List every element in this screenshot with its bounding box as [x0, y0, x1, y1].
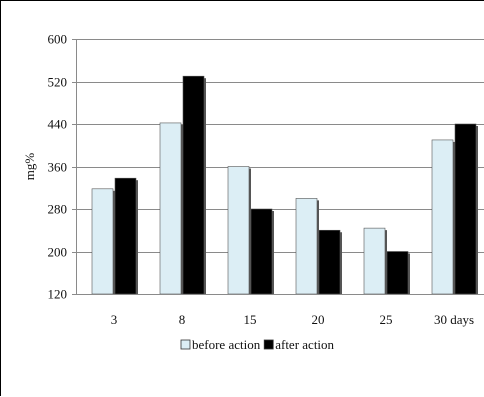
gridlines	[76, 39, 484, 295]
y-axis-title: mg%	[22, 153, 37, 181]
y-tick-label: 200	[48, 245, 68, 260]
legend-swatch-before-action	[180, 339, 191, 350]
legend-label-before-action: before action	[192, 337, 261, 352]
y-tick-label: 360	[48, 160, 68, 175]
bar-after-action-3	[114, 177, 137, 295]
x-tick-label: 15	[244, 312, 257, 327]
bar-before-action-30-days	[431, 139, 454, 295]
bar-before-action-20	[295, 198, 318, 295]
bar-before-action-3	[91, 188, 114, 295]
axis-labels: 120 200 280 360 440 520 600 mg% 3 8 15 20 25 30 days	[22, 32, 474, 328]
legend: before action after action	[180, 337, 335, 352]
bar-after-action-25	[386, 251, 409, 295]
x-tick-label: 8	[179, 312, 186, 327]
x-tick-label: 30 days	[434, 312, 474, 327]
y-tick-label: 600	[48, 32, 68, 47]
bar-after-action-15	[250, 208, 273, 295]
y-tick-label: 520	[48, 75, 68, 90]
x-tick-label: 25	[380, 312, 393, 327]
x-tick-label: 20	[312, 312, 325, 327]
bar-before-action-25	[363, 227, 386, 295]
bar-after-action-30-days	[454, 123, 477, 295]
legend-label-after-action: after action	[275, 337, 334, 352]
legend-swatch-after-action	[263, 339, 274, 350]
bar-before-action-15	[227, 166, 250, 295]
y-tick-label: 120	[48, 287, 68, 302]
y-tick-label: 440	[48, 117, 68, 132]
bar-after-action-20	[318, 229, 341, 295]
bar-before-action-8	[159, 122, 182, 295]
axes	[72, 39, 484, 295]
bar-after-action-8	[182, 75, 205, 295]
y-tick-label: 280	[48, 202, 68, 217]
bars	[91, 75, 478, 295]
x-tick-label: 3	[111, 312, 118, 327]
